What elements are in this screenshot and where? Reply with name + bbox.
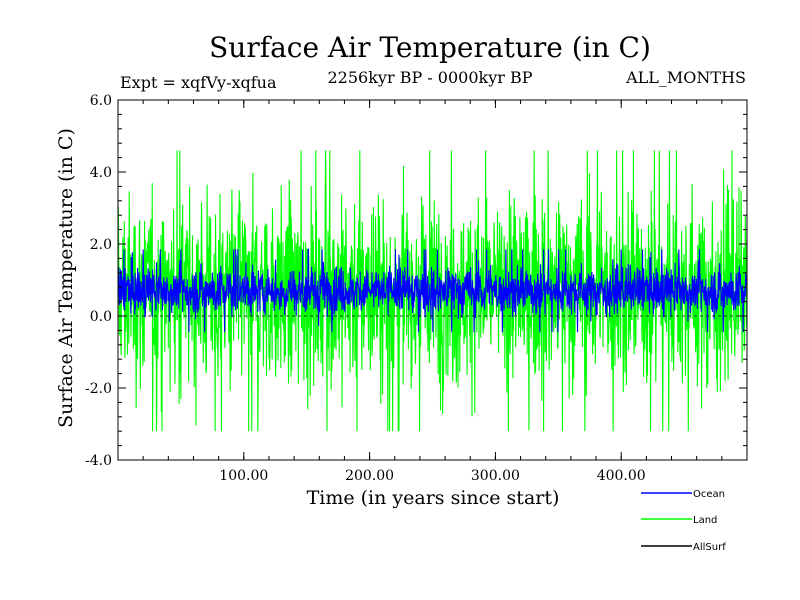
y-tick-label: 4.0 [90,165,112,181]
x-axis-label: Time (in years since start) [307,487,560,509]
legend-label-land: Land [693,515,717,526]
legend-label-ocean: Ocean [693,489,725,500]
ocean-series-line [117,248,748,333]
y-tick-label: -4.0 [85,453,112,469]
plot-frame [117,99,748,461]
y-tick-label: 6.0 [90,93,112,109]
legend: Ocean Land AllSurf [641,489,726,553]
y-tick-label: 0.0 [90,309,112,325]
chart-title: Surface Air Temperature (in C) [209,31,651,64]
period-label: 2256kyr BP - 0000kyr BP [328,68,533,87]
series-layer [117,150,748,432]
legend-label-allsurf: AllSurf [693,542,726,553]
x-tick-label: 400.00 [597,468,646,484]
x-tick-label: 100.00 [219,468,268,484]
axes-layer: -4.0 -2.0 0.0 2.0 4.0 6.0 100.00 200.00 300.00 40… [85,93,748,484]
x-tick-label: 200.00 [345,468,394,484]
months-label: ALL_MONTHS [625,68,746,87]
x-tick-label: 300.00 [471,468,520,484]
y-tick-label: 2.0 [90,237,112,253]
y-axis-label: Surface Air Temperature (in C) [55,128,77,428]
expt-label: Expt = xqfVy-xqfua [120,73,277,92]
y-tick-label: -2.0 [85,381,112,397]
